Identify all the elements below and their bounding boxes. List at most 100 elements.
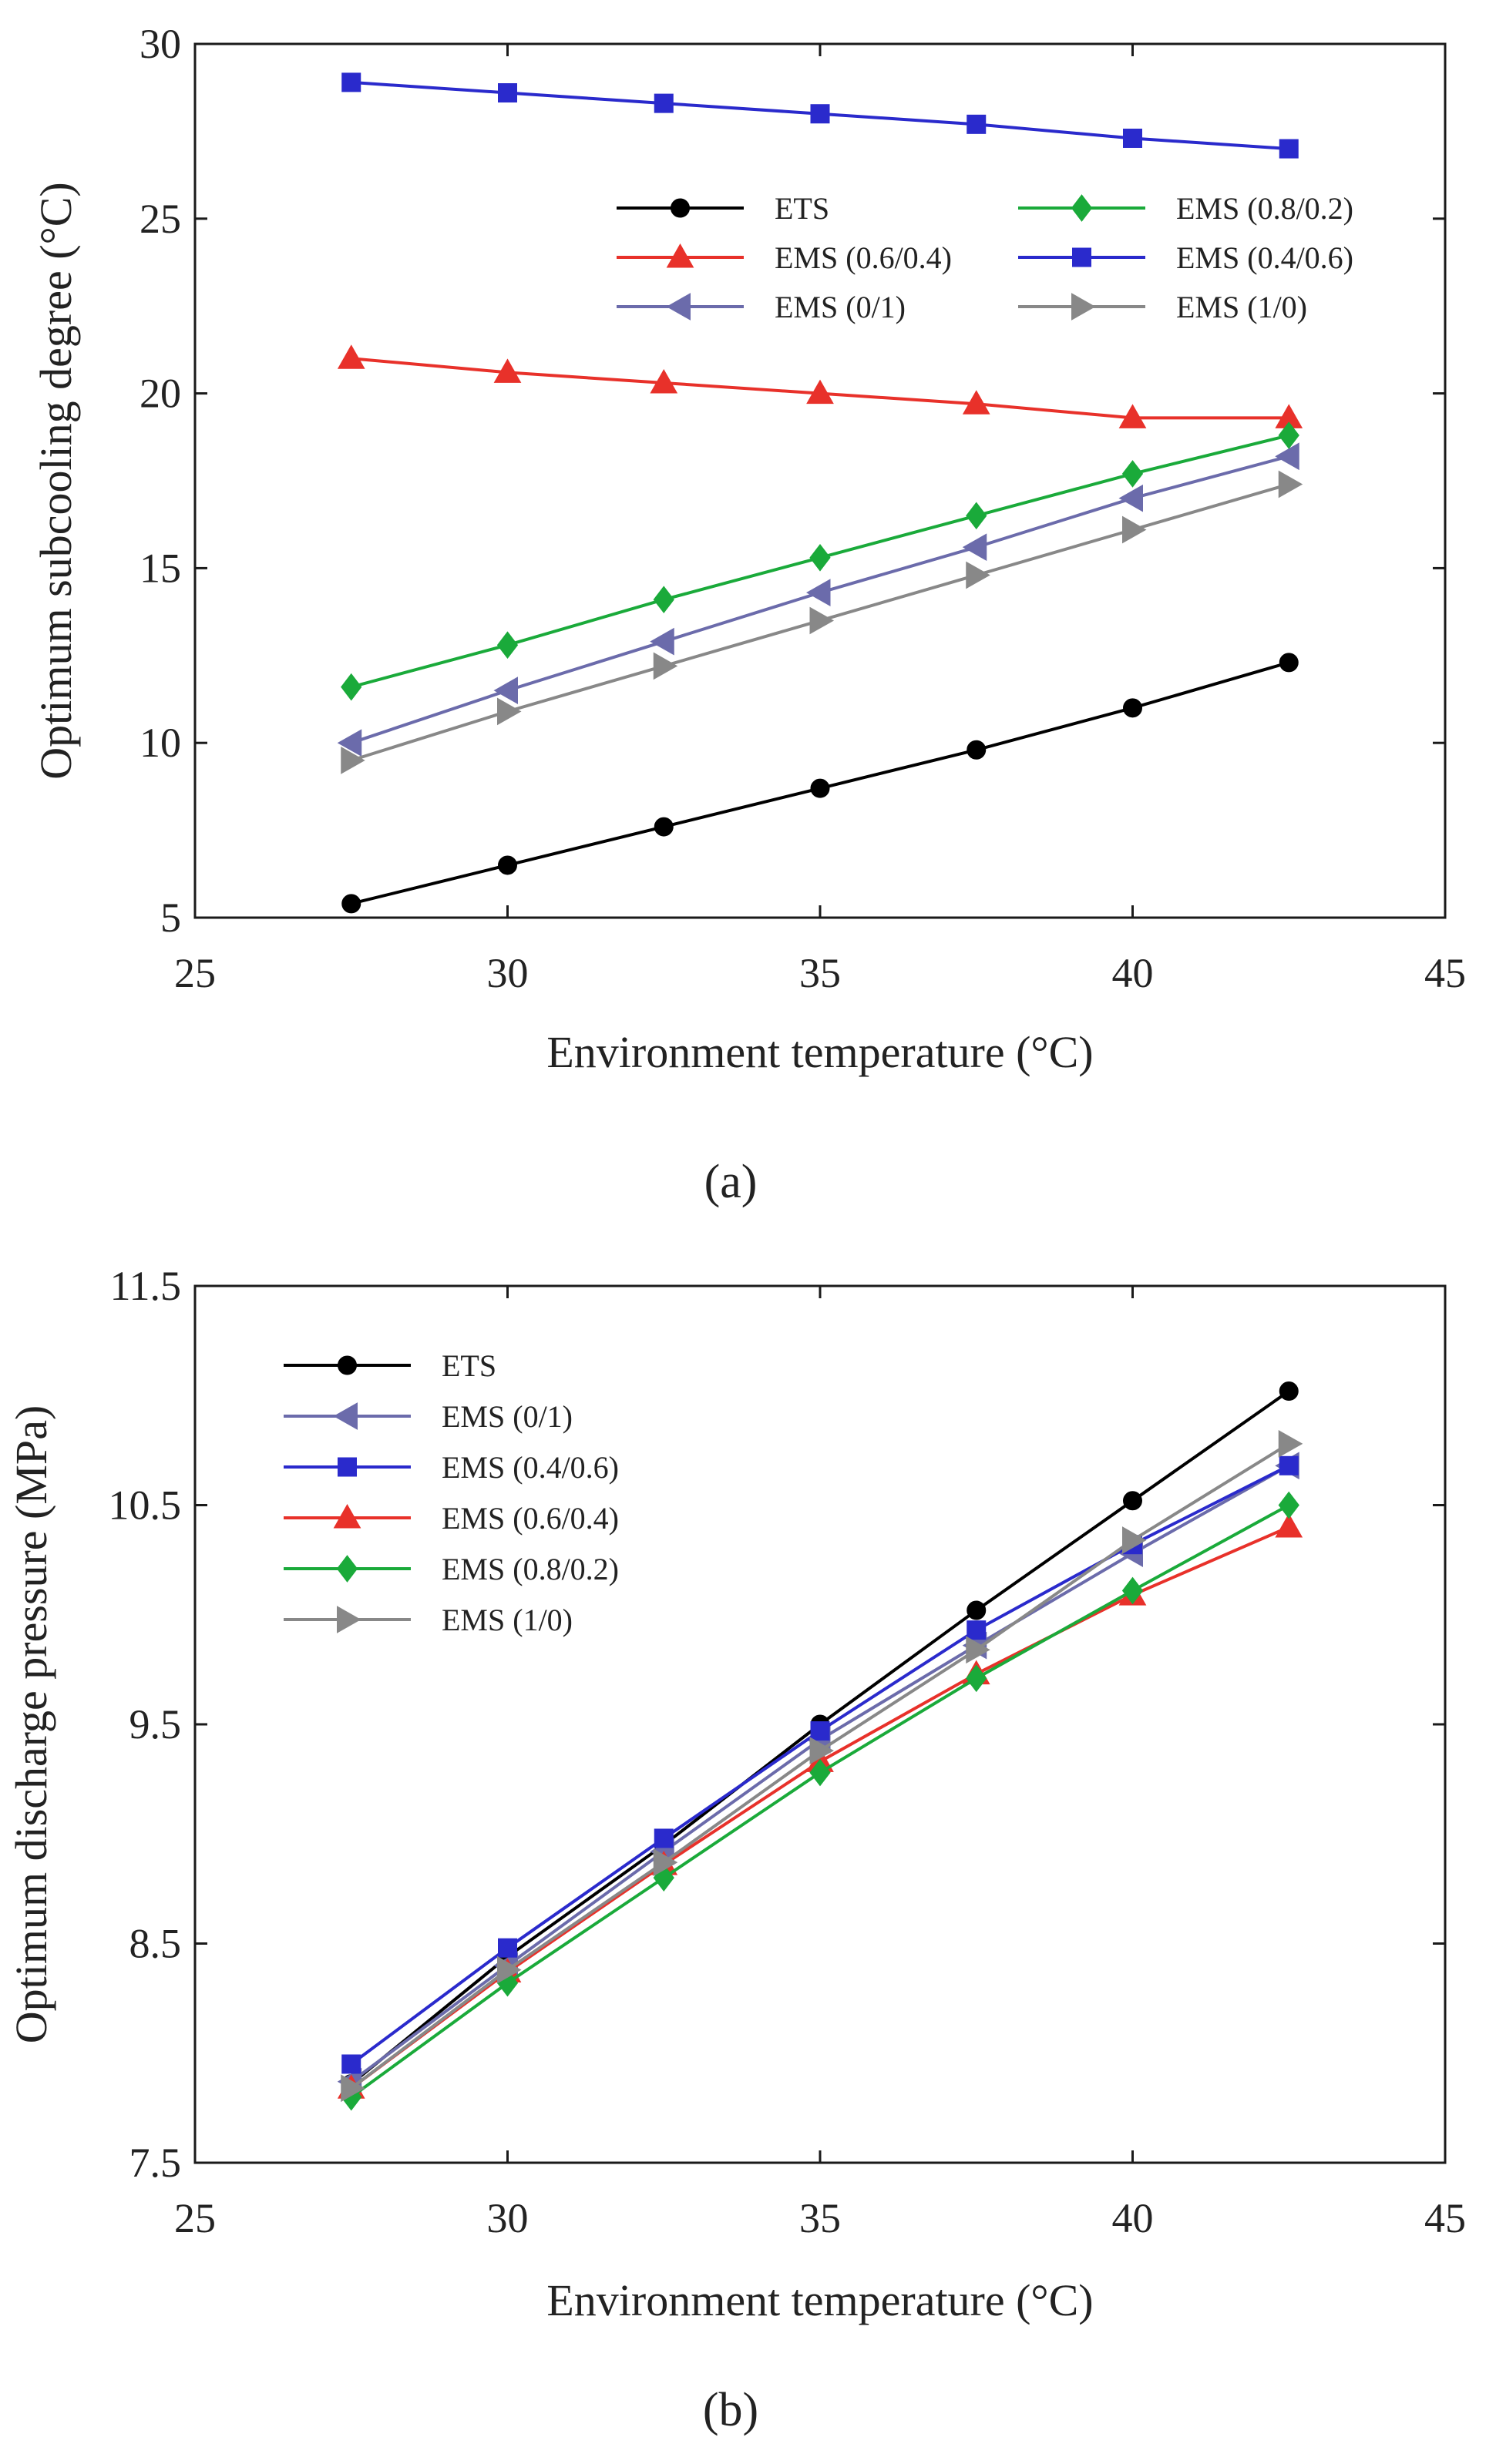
legend-swatch-marker: [666, 293, 691, 321]
series-ems-0-8-0-2: [341, 421, 1299, 701]
data-point-ems-0-1: [1118, 484, 1143, 512]
data-point-ems-0-6-0-4: [650, 368, 678, 394]
y-tick-label: 9.5: [129, 1701, 182, 1747]
x-tick-label: 45: [1424, 950, 1466, 996]
legend-entry-ems-0-8-0-2: EMS (0.8/0.2): [1018, 191, 1353, 226]
legend-swatch-marker: [338, 1355, 357, 1375]
data-point-ems-1-0: [497, 697, 522, 726]
data-point-ets: [654, 817, 674, 837]
data-point-ems-0-8-0-2: [1278, 1491, 1299, 1519]
x-tick-label: 35: [799, 2195, 841, 2241]
data-point-ems-0-8-0-2: [809, 1758, 831, 1787]
legend-label: EMS (0.8/0.2): [1176, 191, 1353, 226]
series-ems-1-0: [341, 1429, 1303, 2103]
x-tick-label: 45: [1424, 2195, 1466, 2241]
data-point-ems-0-8-0-2: [496, 631, 519, 660]
legend-label: EMS (0.6/0.4): [442, 1501, 619, 1536]
data-point-ems-0-4-0-6: [341, 72, 361, 92]
legend-swatch-marker: [1072, 247, 1091, 267]
data-point-ems-0-8-0-2: [966, 502, 987, 530]
data-point-ems-0-8-0-2: [1278, 421, 1299, 449]
data-point-ems-0-8-0-2: [653, 586, 674, 614]
x-tick-label: 25: [174, 950, 216, 996]
series-ems-0-8-0-2: [341, 1491, 1299, 2111]
legend-label: ETS: [442, 1348, 496, 1383]
panel-label-a: (a): [704, 1156, 758, 1208]
legend-entry-ems-1-0: EMS (1/0): [1018, 290, 1307, 324]
legend: ETS EMS (0/1) EMS (0.4/0.6) EMS (0.6/0.4) EM…: [284, 1348, 619, 1637]
data-point-ems-0-6-0-4: [493, 358, 522, 383]
y-tick-label: 25: [140, 196, 181, 242]
series-ems-1-0: [341, 470, 1303, 774]
data-point-ems-0-6-0-4: [337, 344, 365, 369]
data-point-ems-0-4-0-6: [341, 2054, 361, 2074]
data-point-ems-0-8-0-2: [966, 1664, 987, 1693]
data-point-ems-1-0: [809, 606, 835, 635]
y-tick-label: 7.5: [129, 2140, 182, 2186]
data-point-ems-0-4-0-6: [654, 1828, 674, 1848]
legend-label: EMS (0.6/0.4): [775, 240, 952, 275]
data-point-ems-0-6-0-4: [1118, 404, 1147, 428]
data-point-ems-1-0: [1278, 1429, 1303, 1458]
x-tick-label: 25: [174, 2195, 216, 2241]
legend-entry-ems-0-6-0-4: EMS (0.6/0.4): [617, 240, 952, 275]
y-tick-label: 5: [160, 895, 181, 941]
legend-entry-ems-0-4-0-6: EMS (0.4/0.6): [284, 1450, 619, 1485]
legend-swatch-marker: [336, 1555, 358, 1583]
y-tick-label: 10: [140, 720, 181, 766]
data-point-ems-1-0: [809, 1737, 835, 1764]
legend-swatch-marker: [671, 198, 690, 218]
data-point-ems-0-4-0-6: [498, 1938, 517, 1958]
data-point-ems-0-1: [962, 533, 987, 562]
legend: ETS EMS (0.6/0.4) EMS (0/1) EMS (0.8/0.2) EM…: [617, 191, 1353, 324]
data-point-ems-0-4-0-6: [654, 93, 674, 113]
legend-label: EMS (1/0): [1176, 290, 1307, 324]
legend-entry-ems-0-1: EMS (0/1): [284, 1399, 573, 1434]
data-point-ems-0-8-0-2: [809, 543, 831, 572]
x-tick-label: 30: [487, 2195, 529, 2241]
legend-entry-ets: ETS: [617, 191, 829, 226]
data-point-ems-0-4-0-6: [810, 104, 830, 124]
data-point-ems-0-1: [493, 676, 518, 705]
legend-swatch-marker: [338, 1457, 357, 1477]
data-point-ems-0-8-0-2: [1121, 1576, 1144, 1605]
data-point-ems-1-0: [341, 2074, 365, 2103]
series-line-ems-0-8-0-2: [350, 1503, 1290, 2099]
x-axis-title: Environment temperature (°C): [546, 2275, 1093, 2325]
data-point-ets: [1279, 1381, 1299, 1402]
legend-entry-ets: ETS: [284, 1348, 496, 1383]
y-tick-label: 8.5: [129, 1921, 182, 1967]
y-tick-label: 30: [140, 21, 181, 67]
data-point-ems-0-1: [337, 729, 362, 757]
y-axis-title: Optimum subcooling degree (°C): [31, 182, 81, 779]
data-point-ems-1-0: [653, 1848, 678, 1877]
data-point-ems-0-8-0-2: [1121, 460, 1144, 488]
x-tick-label: 30: [487, 950, 529, 996]
data-point-ets: [967, 1600, 987, 1620]
data-point-ems-1-0: [966, 561, 990, 589]
data-point-ems-1-0: [497, 1955, 522, 1984]
data-point-ems-1-0: [966, 1636, 990, 1664]
data-point-ems-0-6-0-4: [1275, 1512, 1303, 1538]
data-point-ems-1-0: [1122, 515, 1147, 544]
legend-label: EMS (0.4/0.6): [442, 1450, 619, 1485]
legend-swatch-marker: [333, 1402, 358, 1430]
x-tick-label: 35: [799, 950, 841, 996]
chart-b-discharge-pressure: 25 30 35 40 45 7.5 8.5 9.5 10.5 11.5 Environment t…: [6, 1263, 1466, 2325]
x-tick-label: 40: [1112, 950, 1154, 996]
data-point-ems-1-0: [341, 747, 365, 774]
legend-swatch-marker: [1071, 293, 1096, 321]
series-ems-0-6-0-4: [337, 1512, 1303, 2099]
data-point-ems-0-6-0-4: [806, 379, 834, 405]
data-point-ems-0-4-0-6: [498, 83, 517, 103]
series-ets: [341, 653, 1299, 914]
legend-entry-ems-0-8-0-2: EMS (0.8/0.2): [284, 1552, 619, 1586]
y-tick-label: 11.5: [110, 1263, 182, 1309]
legend-label: EMS (0.8/0.2): [442, 1552, 619, 1586]
y-tick-label: 20: [140, 371, 181, 417]
legend-entry-ems-0-4-0-6: EMS (0.4/0.6): [1018, 240, 1353, 275]
legend-entry-ems-1-0: EMS (1/0): [284, 1603, 573, 1637]
legend-entry-ems-0-1: EMS (0/1): [617, 290, 906, 324]
data-point-ems-1-0: [1278, 470, 1303, 499]
data-point-ets: [1123, 698, 1142, 718]
